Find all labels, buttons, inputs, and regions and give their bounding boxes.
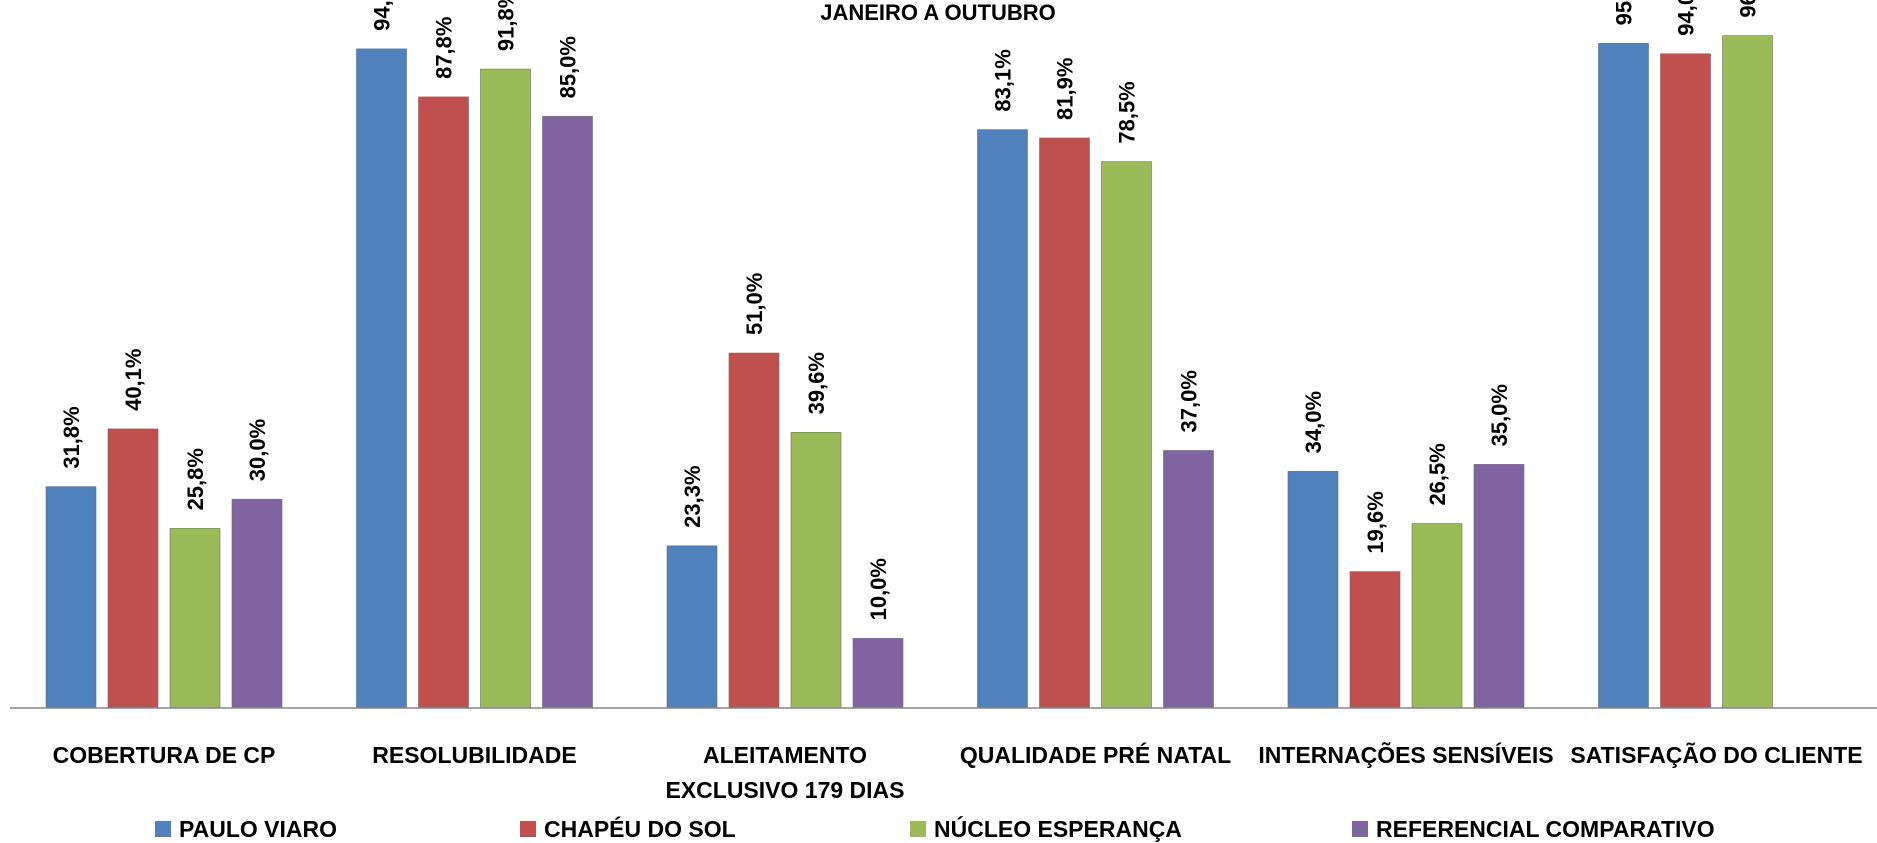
category-label-1-0: RESOLUBILIDADE <box>372 742 576 768</box>
legend-label-0: PAULO VIARO <box>179 816 337 842</box>
legend-label-2: NÚCLEO ESPERANÇA <box>934 815 1182 842</box>
data-label-5-0: 95,5% <box>1612 0 1637 25</box>
bar-4-3 <box>1473 464 1525 709</box>
bar-0-2 <box>169 528 221 709</box>
data-label-4-2: 26,5% <box>1425 443 1450 505</box>
data-labels-group: 31,8% 40,1% 25,8% 30,0% 94,7% 87,8% 91,8% 85,0%… <box>59 0 1761 620</box>
legend-swatch-0 <box>155 821 171 837</box>
data-label-0-0: 31,8% <box>59 406 84 468</box>
bar-4-1 <box>1349 571 1401 709</box>
bar-3-2 <box>1101 161 1152 709</box>
data-label-4-0: 34,0% <box>1301 391 1326 453</box>
bar-1-0 <box>356 48 407 709</box>
legend: PAULO VIARO CHAPÉU DO SOL NÚCLEO ESPERANÇA… <box>155 815 1715 842</box>
category-label-2-0: ALEITAMENTO <box>703 742 867 768</box>
bar-2-2 <box>790 432 842 709</box>
bar-1-1 <box>418 96 469 709</box>
data-label-5-1: 94,0% <box>1674 0 1699 36</box>
bar-3-0 <box>977 129 1028 709</box>
bar-0-0 <box>45 486 97 709</box>
bar-0-3 <box>231 498 283 709</box>
data-label-1-3: 85,0% <box>556 36 581 98</box>
category-labels-group: COBERTURA DE CP RESOLUBILIDADE ALEITAMENTO… <box>53 741 1863 803</box>
bar-2-0 <box>666 545 718 709</box>
data-label-0-2: 25,8% <box>183 448 208 510</box>
bar-1-3 <box>542 116 593 709</box>
data-label-3-2: 78,5% <box>1115 81 1140 143</box>
legend-swatch-2 <box>910 821 926 837</box>
category-label-3-0: QUALIDADE PRÉ NATAL <box>960 741 1231 768</box>
category-label-4-0: INTERNAÇÕES SENSÍVEIS <box>1258 741 1553 768</box>
data-label-5-2: 96,6% <box>1736 0 1761 18</box>
data-label-1-2: 91,8% <box>494 0 519 51</box>
legend-label-3: REFERENCIAL COMPARATIVO <box>1376 816 1715 842</box>
bar-0-1 <box>107 428 159 709</box>
bar-2-1 <box>728 352 780 709</box>
data-label-1-1: 87,8% <box>432 17 457 79</box>
legend-label-1: CHAPÉU DO SOL <box>544 815 736 842</box>
category-label-2-1: EXCLUSIVO 179 DIAS <box>665 777 904 803</box>
bars-group <box>45 35 1773 709</box>
data-label-0-3: 30,0% <box>245 419 270 481</box>
data-label-3-1: 81,9% <box>1053 58 1078 120</box>
data-label-3-0: 83,1% <box>991 49 1016 111</box>
bar-3-3 <box>1163 450 1214 709</box>
bar-5-1 <box>1660 53 1711 709</box>
bar-5-0 <box>1598 43 1649 709</box>
legend-swatch-1 <box>520 821 536 837</box>
data-label-3-3: 37,0% <box>1177 370 1202 432</box>
bar-4-2 <box>1411 523 1463 709</box>
category-label-5-0: SATISFAÇÃO DO CLIENTE <box>1570 741 1862 768</box>
category-label-0-0: COBERTURA DE CP <box>53 742 276 768</box>
data-label-0-1: 40,1% <box>121 349 146 411</box>
bar-4-0 <box>1287 471 1339 709</box>
data-label-4-3: 35,0% <box>1487 384 1512 446</box>
data-label-1-0: 94,7% <box>370 0 395 31</box>
data-label-2-1: 51,0% <box>742 273 767 335</box>
data-label-2-0: 23,3% <box>680 465 705 527</box>
legend-swatch-3 <box>1352 821 1368 837</box>
bar-5-2 <box>1722 35 1773 709</box>
bar-1-2 <box>480 68 531 709</box>
data-label-2-3: 10,0% <box>866 558 891 620</box>
bar-2-3 <box>852 638 904 709</box>
chart-title: JANEIRO A OUTUBRO <box>820 0 1056 25</box>
data-label-2-2: 39,6% <box>804 352 829 414</box>
bar-3-1 <box>1039 137 1090 709</box>
data-label-4-1: 19,6% <box>1363 491 1388 553</box>
